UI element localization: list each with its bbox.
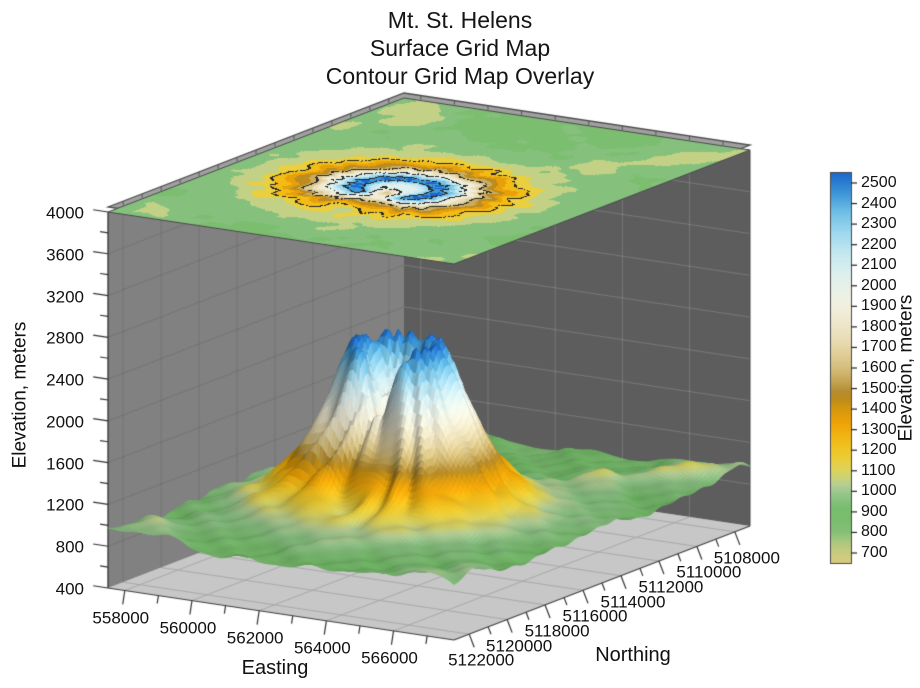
chart-title-line-1: Mt. St. Helens bbox=[387, 7, 533, 33]
chart-title-line-2: Surface Grid Map bbox=[369, 35, 551, 61]
chart-title: Mt. St. Helens Surface Grid Map Contour … bbox=[0, 6, 920, 90]
chart-title-line-3: Contour Grid Map Overlay bbox=[325, 63, 595, 89]
